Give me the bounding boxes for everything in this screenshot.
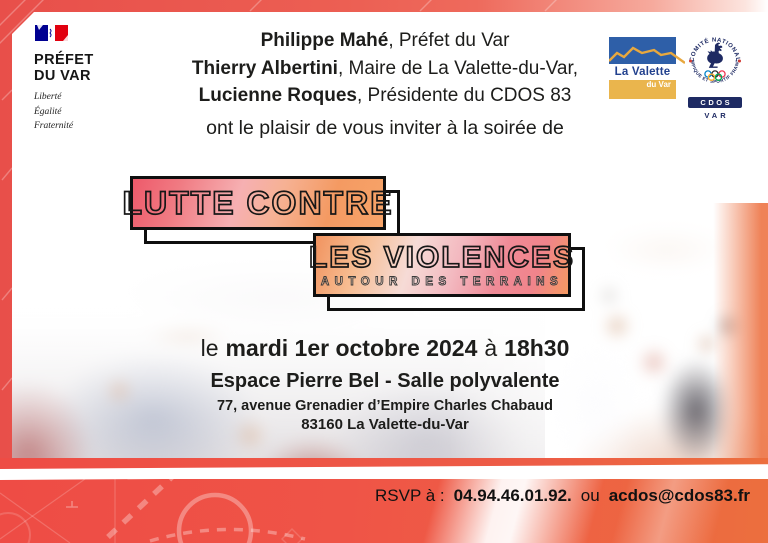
host-line-2: Thierry Albertini, Maire de La Valette-d…	[12, 55, 758, 83]
band-pattern-lines	[0, 479, 306, 543]
host-3-title: , Présidente du CDOS 83	[356, 85, 572, 106]
event-date: mardi 1er octobre 2024	[225, 335, 478, 361]
cdos-logo: COMITÉ NATIONAL OLYMPIQUE ET SPORTIF FRA…	[682, 27, 746, 120]
host-3-name: Lucienne Roques	[198, 85, 357, 106]
prefet-logo-block: PRÉFET DU VAR Liberté Égalité Fraternité	[34, 24, 94, 133]
hosts-block: Philippe Mahé, Préfet du Var Thierry Alb…	[12, 27, 758, 140]
cdos-var-label: VAR	[704, 111, 729, 120]
host-1-title: , Préfet du Var	[388, 30, 510, 51]
event-city: 83160 La Valette-du-Var	[301, 416, 469, 433]
rsvp-phone: 04.94.46.01.92.	[453, 486, 572, 505]
banner-text-lutte-contre: LUTTE CONTRE	[122, 185, 394, 221]
rsvp-line: RSVP à : 04.94.46.01.92. ou acdos@cdos83…	[375, 486, 750, 506]
event-venue: Espace Pierre Bel - Salle polyvalente	[210, 370, 560, 392]
host-1-name: Philippe Mahé	[260, 30, 389, 51]
host-line-1: Philippe Mahé, Préfet du Var	[12, 27, 758, 55]
rsvp-label: RSVP à :	[374, 486, 445, 505]
french-flag-icon	[35, 25, 68, 41]
prefet-title-line2: DU VAR	[34, 68, 91, 85]
la-valette-name: La Valette	[609, 64, 676, 80]
host-line-3: Lucienne Roques, Présidente du CDOS 83	[12, 82, 758, 110]
banner-line-1: LUTTE CONTRE	[122, 176, 392, 230]
host-2-title: , Maire de La Valette-du-Var,	[337, 57, 579, 79]
date-prefix: le	[200, 335, 219, 361]
prefet-title-line1: PRÉFET	[34, 52, 94, 68]
la-valette-ridge-icon	[609, 46, 685, 64]
bottom-band	[0, 479, 768, 543]
crowd-photo-left	[12, 232, 545, 472]
rooster-icon	[707, 42, 723, 68]
rsvp-email: acdos@cdos83.fr	[608, 486, 750, 505]
time-connector: à	[484, 335, 498, 361]
motto-egalite: Égalité	[34, 106, 62, 117]
rsvp-separator: ou	[580, 486, 600, 505]
la-valette-subname: du Var	[646, 80, 671, 89]
la-valette-logo-sky	[609, 37, 676, 64]
host-2-name: Thierry Albertini	[191, 57, 338, 79]
cdos-bar-label: CDOS	[688, 97, 742, 108]
event-time: 18h30	[504, 335, 570, 361]
la-valette-logo: La Valette du Var	[609, 37, 685, 99]
event-date-line: le mardi 1er octobre 2024 à 18h30	[12, 335, 758, 362]
banner-text-autour-des-terrains: AUTOUR DES TERRAINS	[320, 275, 564, 288]
motto-fraternite: Fraternité	[34, 120, 74, 131]
banner-line-2: LES VIOLENCES AUTOUR DES TERRAINS	[308, 233, 574, 297]
cdos-emblem-icon: COMITÉ NATIONAL OLYMPIQUE ET SPORTIF FRA…	[682, 27, 741, 84]
banner-text-les-violences: LES VIOLENCES	[308, 240, 576, 274]
invite-line: ont le plaisir de vous inviter à la soir…	[206, 116, 564, 139]
motto-liberte: Liberté	[34, 92, 62, 103]
event-address: 77, avenue Grenadier d’Empire Charles Ch…	[216, 398, 554, 414]
